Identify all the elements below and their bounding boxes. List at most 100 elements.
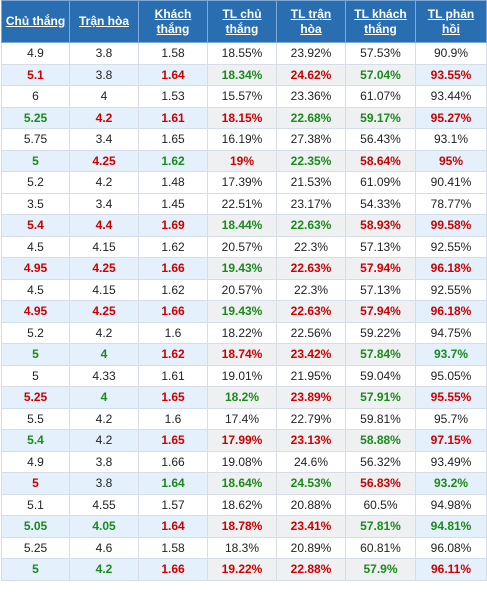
cell-draw-odds: 4 [69, 386, 139, 409]
cell-away-win-odds: 1.62 [138, 278, 208, 301]
cell-away-win-rate: 59.17% [345, 106, 416, 129]
cell-home-win-odds: 5 [1, 364, 70, 387]
cell-home-win-odds: 5.25 [1, 536, 70, 559]
header-away-win[interactable]: Khách thắng [138, 0, 208, 43]
header-home-win-rate[interactable]: TL chủ thắng [207, 0, 277, 43]
cell-away-win-rate: 61.09% [345, 171, 416, 194]
table-row: 5.4 4.4 1.69 18.44% 22.63% 58.93% 99.58% [1, 214, 487, 237]
cell-away-win-odds: 1.58 [138, 536, 208, 559]
cell-draw-odds: 4.33 [69, 364, 139, 387]
cell-away-win-odds: 1.53 [138, 85, 208, 108]
cell-home-win-rate: 17.4% [207, 407, 277, 430]
cell-payout-rate: 95.7% [415, 407, 487, 430]
cell-away-win-odds: 1.65 [138, 429, 208, 452]
header-away-win-rate[interactable]: TL khách thắng [345, 0, 416, 43]
cell-draw-rate: 23.36% [276, 85, 346, 108]
cell-away-win-rate: 57.94% [345, 257, 416, 280]
cell-home-win-odds: 5 [1, 343, 70, 366]
cell-home-win-rate: 18.74% [207, 343, 277, 366]
table-row: 5.25 4.2 1.61 18.15% 22.68% 59.17% 95.27% [1, 106, 487, 129]
cell-away-win-odds: 1.61 [138, 364, 208, 387]
cell-away-win-odds: 1.45 [138, 192, 208, 215]
cell-draw-rate: 24.6% [276, 450, 346, 473]
header-draw-rate[interactable]: TL trận hòa [276, 0, 346, 43]
cell-draw-odds: 4.25 [69, 300, 139, 323]
cell-away-win-rate: 58.88% [345, 429, 416, 452]
cell-away-win-rate: 57.9% [345, 558, 416, 581]
cell-home-win-rate: 19.08% [207, 450, 277, 473]
cell-payout-rate: 94.75% [415, 321, 487, 344]
cell-payout-rate: 94.81% [415, 515, 487, 538]
cell-away-win-odds: 1.62 [138, 149, 208, 172]
cell-home-win-rate: 18.44% [207, 214, 277, 237]
cell-draw-odds: 4.2 [69, 558, 139, 581]
cell-payout-rate: 90.9% [415, 42, 487, 65]
cell-home-win-odds: 5 [1, 558, 70, 581]
cell-away-win-odds: 1.66 [138, 300, 208, 323]
cell-draw-odds: 3.8 [69, 63, 139, 86]
header-draw[interactable]: Trận hòa [69, 0, 139, 43]
table-row: 5.5 4.2 1.6 17.4% 22.79% 59.81% 95.7% [1, 407, 487, 430]
cell-draw-rate: 23.42% [276, 343, 346, 366]
cell-away-win-rate: 60.81% [345, 536, 416, 559]
cell-payout-rate: 93.55% [415, 63, 487, 86]
cell-draw-odds: 4.15 [69, 235, 139, 258]
cell-away-win-rate: 59.22% [345, 321, 416, 344]
cell-draw-rate: 22.88% [276, 558, 346, 581]
cell-payout-rate: 93.7% [415, 343, 487, 366]
odds-table-body: 4.9 3.8 1.58 18.55% 23.92% 57.53% 90.9% 5.1 3.8 1… [1, 42, 487, 581]
cell-home-win-odds: 5.1 [1, 493, 70, 516]
table-row: 5 3.8 1.64 18.64% 24.53% 56.83% 93.2% [1, 472, 487, 495]
cell-away-win-odds: 1.6 [138, 321, 208, 344]
cell-draw-odds: 3.8 [69, 42, 139, 65]
cell-payout-rate: 96.18% [415, 300, 487, 323]
cell-away-win-odds: 1.65 [138, 128, 208, 151]
cell-draw-odds: 3.8 [69, 472, 139, 495]
cell-away-win-odds: 1.66 [138, 450, 208, 473]
cell-payout-rate: 96.18% [415, 257, 487, 280]
cell-payout-rate: 95.27% [415, 106, 487, 129]
cell-home-win-odds: 5.2 [1, 171, 70, 194]
cell-away-win-odds: 1.66 [138, 558, 208, 581]
cell-draw-odds: 4.2 [69, 429, 139, 452]
cell-away-win-rate: 56.32% [345, 450, 416, 473]
cell-away-win-odds: 1.62 [138, 343, 208, 366]
cell-payout-rate: 93.1% [415, 128, 487, 151]
cell-draw-rate: 22.35% [276, 149, 346, 172]
cell-home-win-rate: 15.57% [207, 85, 277, 108]
cell-draw-rate: 22.79% [276, 407, 346, 430]
header-home-win[interactable]: Chủ thắng [1, 0, 70, 43]
table-row: 5.1 4.55 1.57 18.62% 20.88% 60.5% 94.98% [1, 493, 487, 516]
cell-draw-odds: 4.2 [69, 171, 139, 194]
cell-away-win-odds: 1.48 [138, 171, 208, 194]
cell-draw-rate: 23.17% [276, 192, 346, 215]
cell-away-win-rate: 57.81% [345, 515, 416, 538]
table-row: 4.9 3.8 1.66 19.08% 24.6% 56.32% 93.49% [1, 450, 487, 473]
table-row: 5.75 3.4 1.65 16.19% 27.38% 56.43% 93.1% [1, 128, 487, 151]
table-row: 5.05 4.05 1.64 18.78% 23.41% 57.81% 94.81% [1, 515, 487, 538]
cell-away-win-rate: 57.91% [345, 386, 416, 409]
cell-draw-rate: 27.38% [276, 128, 346, 151]
cell-away-win-odds: 1.65 [138, 386, 208, 409]
cell-away-win-rate: 57.84% [345, 343, 416, 366]
cell-home-win-rate: 19.22% [207, 558, 277, 581]
cell-away-win-rate: 59.81% [345, 407, 416, 430]
cell-payout-rate: 90.41% [415, 171, 487, 194]
table-row: 5.2 4.2 1.48 17.39% 21.53% 61.09% 90.41% [1, 171, 487, 194]
odds-table-header: Chủ thắng Trận hòa Khách thắng TL chủ th… [1, 0, 487, 43]
cell-draw-odds: 4 [69, 343, 139, 366]
table-row: 3.5 3.4 1.45 22.51% 23.17% 54.33% 78.77% [1, 192, 487, 215]
table-row: 4.95 4.25 1.66 19.43% 22.63% 57.94% 96.18% [1, 300, 487, 323]
cell-home-win-rate: 18.3% [207, 536, 277, 559]
header-payout-rate[interactable]: TL phản hồi [415, 0, 487, 43]
cell-draw-odds: 4.15 [69, 278, 139, 301]
cell-draw-rate: 23.13% [276, 429, 346, 452]
cell-home-win-rate: 16.19% [207, 128, 277, 151]
cell-draw-odds: 4.25 [69, 149, 139, 172]
cell-payout-rate: 93.49% [415, 450, 487, 473]
table-row: 5 4.25 1.62 19% 22.35% 58.64% 95% [1, 149, 487, 172]
cell-away-win-rate: 58.64% [345, 149, 416, 172]
cell-payout-rate: 96.11% [415, 558, 487, 581]
cell-away-win-odds: 1.58 [138, 42, 208, 65]
cell-payout-rate: 94.98% [415, 493, 487, 516]
